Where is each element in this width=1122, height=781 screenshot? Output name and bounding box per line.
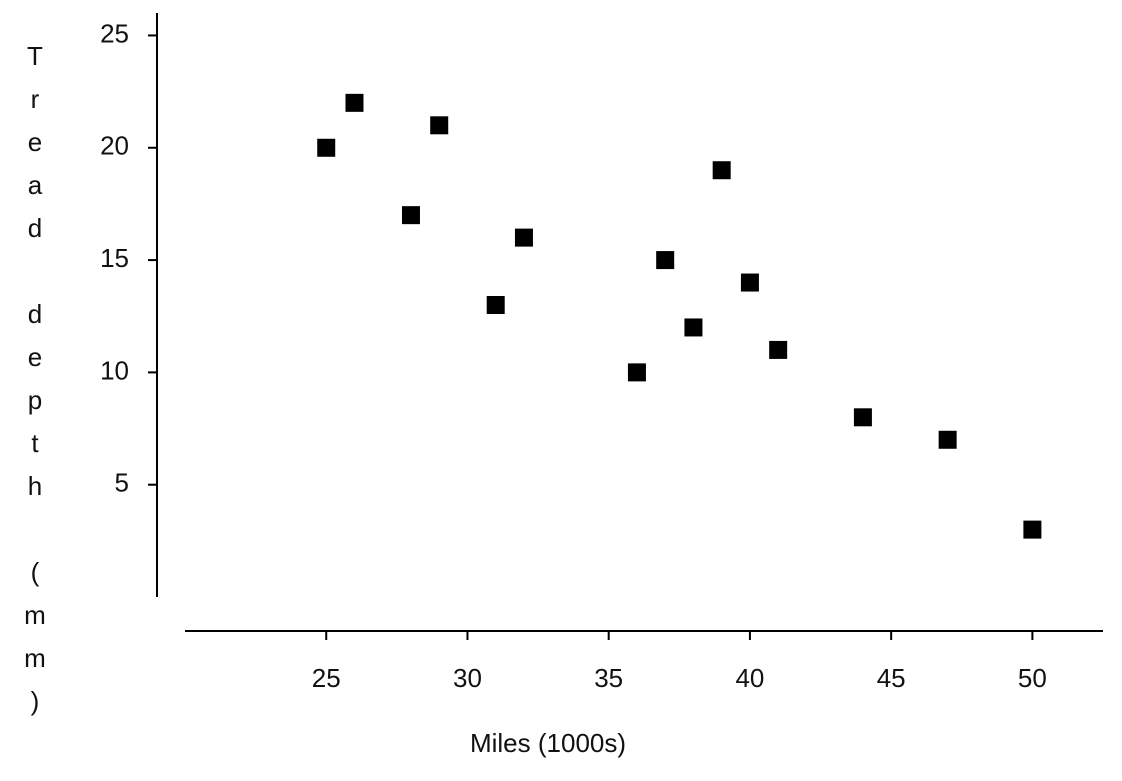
x-tick-label: 30 xyxy=(453,663,482,693)
y-tick-label: 15 xyxy=(100,243,129,273)
point xyxy=(430,116,449,135)
point xyxy=(514,228,533,247)
point xyxy=(1023,520,1042,539)
point xyxy=(401,206,420,225)
x-tick-label: 25 xyxy=(312,663,341,693)
point xyxy=(853,408,872,427)
point xyxy=(769,340,788,359)
point xyxy=(938,430,957,449)
x-tick-label: 40 xyxy=(735,663,764,693)
point xyxy=(684,318,703,337)
y-tick-label: 25 xyxy=(100,18,129,48)
x-tick-label: 50 xyxy=(1018,663,1047,693)
point xyxy=(656,251,675,270)
y-tick-label: 10 xyxy=(100,355,129,385)
point xyxy=(317,138,336,157)
x-tick-label: 35 xyxy=(594,663,623,693)
point xyxy=(486,296,505,314)
point xyxy=(345,93,364,112)
x-axis-label: Miles (1000s) xyxy=(470,728,626,758)
y-tick-label: 20 xyxy=(100,131,129,161)
point xyxy=(740,273,759,292)
point xyxy=(627,363,646,382)
y-tick-label: 5 xyxy=(115,468,129,498)
point xyxy=(712,161,731,180)
x-tick-label: 45 xyxy=(877,663,906,693)
